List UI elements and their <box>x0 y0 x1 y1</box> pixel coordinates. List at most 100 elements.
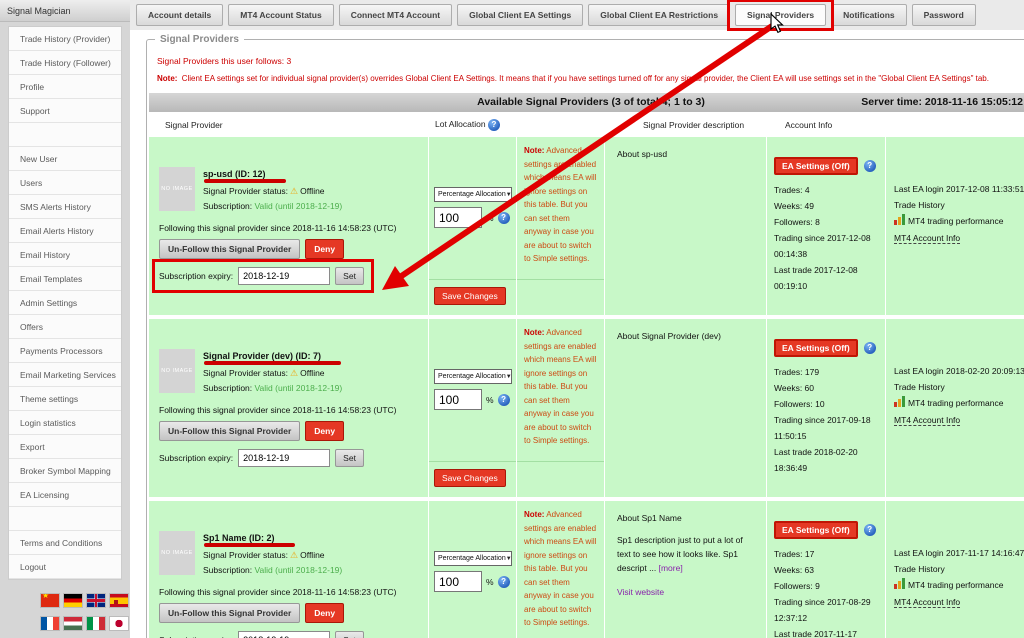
tab-global-client-ea-settings[interactable]: Global Client EA Settings <box>457 4 584 26</box>
germany-flag-icon[interactable] <box>63 593 83 608</box>
provider-photo-placeholder: NO IMAGE <box>159 167 195 211</box>
help-icon[interactable] <box>863 342 876 354</box>
sidebar-item-payments-processors[interactable]: Payments Processors <box>9 339 121 363</box>
sidebar-item-logout[interactable]: Logout <box>9 555 121 579</box>
more-link[interactable]: [more] <box>658 563 683 573</box>
sidebar-item-theme-settings[interactable]: Theme settings <box>9 387 121 411</box>
sidebar-item-ea-licensing[interactable]: EA Licensing <box>9 483 121 507</box>
trade-history-link[interactable]: Trade History <box>894 564 945 574</box>
stat-last-trade: Last trade 2018-02-20 18:36:49 <box>774 447 858 473</box>
sidebar-item-trade-history-follower[interactable]: Trade History (Follower) <box>9 51 121 75</box>
sidebar-item-support[interactable]: Support <box>9 99 121 123</box>
help-icon[interactable] <box>497 575 510 588</box>
tab-mt4-account-status[interactable]: MT4 Account Status <box>228 4 334 26</box>
lot-mode-select[interactable]: Percentage Allocation <box>434 551 512 566</box>
france-flag-icon[interactable] <box>40 616 60 631</box>
trade-history-link[interactable]: Trade History <box>894 200 945 210</box>
warning-icon <box>288 368 300 378</box>
lot-allocation-cell: Percentage Allocation % Save Changes <box>429 137 517 315</box>
sidebar-item-trade-history-provider[interactable]: Trade History (Provider) <box>9 27 121 51</box>
china-flag-icon[interactable] <box>40 593 60 608</box>
help-icon[interactable] <box>863 524 876 536</box>
deny-button[interactable]: Deny <box>305 421 345 441</box>
following-since-text: Following this signal provider since 201… <box>159 587 397 597</box>
subscription-validity: Valid (until 2018-12-19) <box>254 565 343 575</box>
sidebar-item-email-history[interactable]: Email History <box>9 243 121 267</box>
warning-icon <box>288 550 300 560</box>
lot-mode-select[interactable]: Percentage Allocation <box>434 369 512 384</box>
deny-button[interactable]: Deny <box>305 603 345 623</box>
provider-head: NO IMAGE sp-usd (ID: 12) Signal Provider… <box>159 167 422 215</box>
advanced-note-cell: Note: Advanced settings are enabled whic… <box>517 501 605 638</box>
mt4-account-info-link[interactable]: MT4 Account Info <box>894 233 961 244</box>
help-icon[interactable] <box>497 393 510 406</box>
sidebar-item-export[interactable]: Export <box>9 435 121 459</box>
sidebar-item-login-statistics[interactable]: Login statistics <box>9 411 121 435</box>
app-title: Signal Magician <box>0 0 130 22</box>
mt4-account-info-link[interactable]: MT4 Account Info <box>894 597 961 608</box>
last-ea-login: Last EA login 2018-02-20 20:09:13 <box>894 366 1024 376</box>
sidebar-item-broker-symbol-mapping[interactable]: Broker Symbol Mapping <box>9 459 121 483</box>
provider-name: Sp1 Name (ID: 2) <box>203 533 294 547</box>
mt4-account-info-link[interactable]: MT4 Account Info <box>894 415 961 426</box>
sidebar-item-email-marketing-services[interactable]: Email Marketing Services <box>9 363 121 387</box>
tab-password[interactable]: Password <box>911 4 976 26</box>
help-icon[interactable] <box>487 118 500 131</box>
stat-trades: Trades: 4 <box>774 185 810 195</box>
provider-status-line: Signal Provider status:Offline <box>203 368 342 379</box>
help-icon[interactable] <box>497 211 510 224</box>
lot-value-input[interactable] <box>434 389 482 410</box>
unfollow-button[interactable]: Un-Follow this Signal Provider <box>159 603 301 623</box>
ea-settings-button[interactable]: EA Settings (Off) <box>774 521 858 539</box>
mt4-performance-link[interactable]: MT4 trading performance <box>908 398 1004 408</box>
set-expiry-button[interactable]: Set <box>335 267 364 285</box>
unfollow-button[interactable]: Un-Follow this Signal Provider <box>159 421 301 441</box>
expiry-date-input[interactable] <box>238 267 331 285</box>
help-icon[interactable] <box>863 160 876 172</box>
tab-connect-mt4-account[interactable]: Connect MT4 Account <box>338 4 453 26</box>
advanced-note-cell: Note: Advanced settings are enabled whic… <box>517 137 605 315</box>
japan-flag-icon[interactable] <box>109 616 129 631</box>
expiry-date-input[interactable] <box>238 631 331 638</box>
tab-account-details[interactable]: Account details <box>136 4 224 26</box>
set-expiry-button[interactable]: Set <box>335 449 364 467</box>
sidebar-item-email-alerts-history[interactable]: Email Alerts History <box>9 219 121 243</box>
trade-history-link[interactable]: Trade History <box>894 382 945 392</box>
sidebar-item-offers[interactable]: Offers <box>9 315 121 339</box>
sidebar-item-sms-alerts-history[interactable]: SMS Alerts History <box>9 195 121 219</box>
tab-notifications[interactable]: Notifications <box>831 4 907 26</box>
ea-settings-button[interactable]: EA Settings (Off) <box>774 339 858 357</box>
visit-website-link[interactable]: Visit website <box>617 587 665 597</box>
mt4-performance-link[interactable]: MT4 trading performance <box>908 580 1004 590</box>
set-expiry-button[interactable]: Set <box>335 631 364 638</box>
sidebar-item-email-templates[interactable]: Email Templates <box>9 267 121 291</box>
save-changes-button[interactable]: Save Changes <box>434 287 506 305</box>
sidebar-item-new-user[interactable]: New User <box>9 147 121 171</box>
tab-global-client-ea-restrictions[interactable]: Global Client EA Restrictions <box>588 4 731 26</box>
description-title: About sp-usd <box>617 149 668 159</box>
italy-flag-icon[interactable] <box>86 616 106 631</box>
mt4-performance-link[interactable]: MT4 trading performance <box>908 216 1004 226</box>
sidebar-item-users[interactable]: Users <box>9 171 121 195</box>
subscription-line: Subscription: Valid (until 2018-12-19) <box>203 383 343 393</box>
sidebar-item-admin-settings[interactable]: Admin Settings <box>9 291 121 315</box>
spain-flag-icon[interactable] <box>109 593 129 608</box>
lot-mode-select[interactable]: Percentage Allocation <box>434 187 512 202</box>
deny-button[interactable]: Deny <box>305 239 345 259</box>
ea-settings-button[interactable]: EA Settings (Off) <box>774 157 858 175</box>
provider-name: sp-usd (ID: 12) <box>203 169 285 183</box>
hungary-flag-icon[interactable] <box>63 616 83 631</box>
expiry-date-input[interactable] <box>238 449 331 467</box>
save-changes-button[interactable]: Save Changes <box>434 469 506 487</box>
unfollow-button[interactable]: Un-Follow this Signal Provider <box>159 239 301 259</box>
note-body: Client EA settings set for individual si… <box>181 74 989 83</box>
sidebar-item-terms-and-conditions[interactable]: Terms and Conditions <box>9 531 121 555</box>
server-time: Server time: 2018-11-16 15:05:12 <box>861 96 1023 108</box>
lot-value-input[interactable] <box>434 571 482 592</box>
col-description: Signal Provider description <box>643 119 745 130</box>
tab-signal-providers[interactable]: Signal Providers <box>727 0 835 31</box>
uk-flag-icon[interactable] <box>86 593 106 608</box>
lot-value-input[interactable] <box>434 207 482 228</box>
sidebar-item-profile[interactable]: Profile <box>9 75 121 99</box>
